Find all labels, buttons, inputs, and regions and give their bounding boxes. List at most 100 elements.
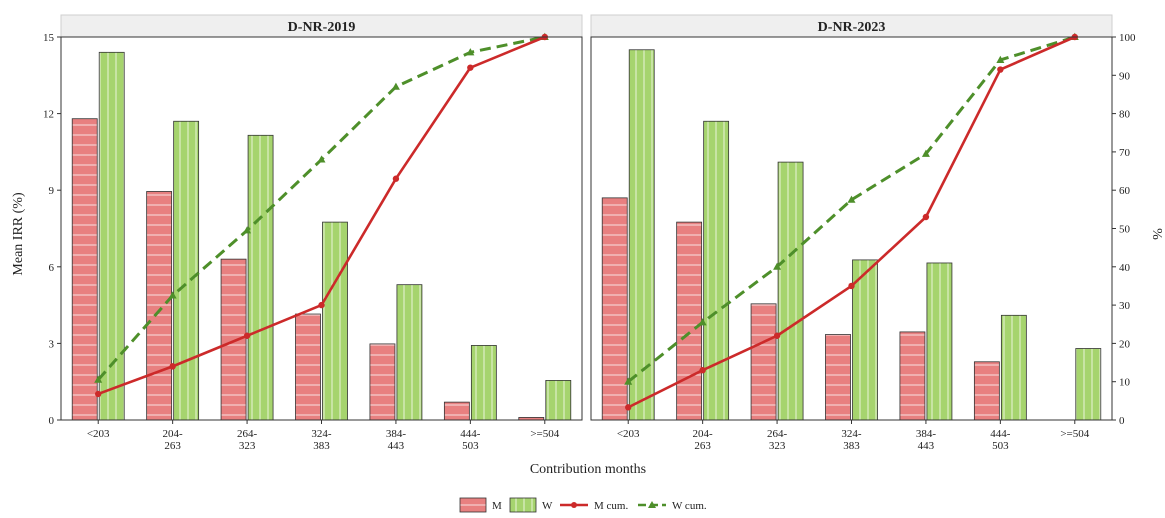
bar-w bbox=[396, 284, 423, 421]
y-tick-label: 0 bbox=[49, 415, 55, 427]
y2-tick-label: 0 bbox=[1119, 415, 1125, 427]
bar-w bbox=[1075, 348, 1102, 421]
w-cum-point bbox=[996, 55, 1005, 63]
w-cum-point bbox=[243, 226, 252, 234]
panel-2: D-NR-2023 <203 204-263 264-323 324-383 384-44… bbox=[590, 14, 1136, 452]
y2-tick-label: 50 bbox=[1119, 224, 1131, 236]
legend-swatch-w bbox=[509, 497, 537, 513]
m-cum-point bbox=[625, 404, 632, 411]
y-tick-label: 3 bbox=[49, 338, 55, 350]
legend: M W M cum. W cum. bbox=[459, 497, 707, 513]
y2-tick-label: 10 bbox=[1119, 377, 1131, 389]
y2-tick-label: 20 bbox=[1119, 338, 1131, 350]
m-cum-point bbox=[318, 301, 325, 309]
x-tick-label: 264-323 bbox=[767, 428, 788, 452]
bar-w bbox=[173, 120, 200, 421]
y-tick-label: 12 bbox=[43, 109, 54, 121]
bar-m bbox=[676, 221, 703, 421]
x-tick-label: 384-443 bbox=[916, 428, 937, 452]
m-cum-point bbox=[997, 66, 1004, 73]
legend-label-mcum: M cum. bbox=[594, 500, 628, 512]
y-tick-label: 15 bbox=[43, 32, 55, 44]
bar-w bbox=[322, 221, 348, 421]
m-cum-point bbox=[922, 213, 930, 221]
y2-axis-label: % bbox=[1149, 228, 1164, 240]
w-cum-point bbox=[168, 291, 177, 299]
w-cum-point bbox=[698, 318, 707, 326]
panel-title: D-NR-2019 bbox=[288, 20, 356, 35]
bar-w bbox=[628, 49, 655, 421]
w-cum-point bbox=[921, 149, 930, 157]
y2-tick-label: 100 bbox=[1119, 32, 1136, 44]
w-cum-point bbox=[847, 195, 856, 203]
bar-w bbox=[777, 161, 804, 421]
bar-m bbox=[220, 258, 247, 421]
y2-tick-label: 90 bbox=[1119, 70, 1131, 82]
w-cum-point bbox=[466, 48, 475, 56]
w-cum-point bbox=[94, 375, 103, 383]
x-tick-label: <203 bbox=[617, 428, 640, 440]
x-tick-label: 324-383 bbox=[311, 428, 332, 452]
bar-m bbox=[750, 303, 777, 421]
bar-w bbox=[703, 120, 730, 421]
x-tick-label: >=504 bbox=[1060, 428, 1089, 440]
panel-1: D-NR-2019 <203 204-263 264-323 324-383 384-44… bbox=[43, 14, 583, 452]
legend-label-w: W bbox=[542, 500, 553, 512]
m-cum-point bbox=[243, 332, 251, 339]
y2-tick-label: 80 bbox=[1119, 109, 1131, 121]
legend-label-wcum: W cum. bbox=[672, 500, 707, 512]
panel-frame bbox=[60, 36, 583, 421]
bar-w bbox=[98, 51, 125, 421]
x-axis-label: Contribution months bbox=[530, 462, 646, 477]
m-cum-point bbox=[773, 332, 781, 339]
bar-w bbox=[926, 262, 953, 421]
w-cum-point bbox=[624, 377, 633, 385]
x-tick-label: 324-383 bbox=[841, 428, 862, 452]
chart-panels: D-NR-2019 <203 204-263 264-323 324-383 384-44… bbox=[43, 14, 1136, 452]
y2-tick-label: 40 bbox=[1119, 262, 1131, 274]
y2-tick-label: 60 bbox=[1119, 185, 1131, 197]
bar-w bbox=[1000, 314, 1027, 421]
x-tick-label: 204-263 bbox=[163, 428, 184, 452]
w-cum-point bbox=[391, 82, 400, 90]
bar-w bbox=[852, 259, 878, 421]
w-cum-point bbox=[773, 262, 782, 270]
panel-title: D-NR-2023 bbox=[818, 20, 886, 35]
y-tick-label: 9 bbox=[49, 185, 55, 197]
m-cum-point bbox=[392, 175, 400, 182]
x-tick-label: 444-503 bbox=[990, 428, 1011, 452]
bar-m bbox=[369, 343, 396, 421]
y2-tick-label: 70 bbox=[1119, 147, 1131, 159]
w-cum-point bbox=[317, 155, 326, 163]
y-tick-label: 6 bbox=[49, 262, 55, 274]
bar-m bbox=[973, 361, 1000, 421]
panel-frame bbox=[590, 36, 1113, 421]
legend-label-m: M bbox=[492, 500, 502, 512]
y2-tick-label: 30 bbox=[1119, 300, 1131, 312]
x-tick-label: 384-443 bbox=[386, 428, 407, 452]
bar-m bbox=[443, 401, 470, 421]
bar-m bbox=[825, 334, 851, 421]
x-tick-label: 264-323 bbox=[237, 428, 258, 452]
x-tick-label: <203 bbox=[87, 428, 110, 440]
x-tick-label: 444-503 bbox=[460, 428, 481, 452]
m-cum-point bbox=[848, 282, 855, 290]
bar-m bbox=[601, 197, 628, 421]
m-cum-point bbox=[95, 390, 102, 398]
x-tick-label: >=504 bbox=[530, 428, 559, 440]
legend-marker-mcum bbox=[571, 502, 577, 508]
y-axis-label: Mean IRR (%) bbox=[11, 192, 26, 276]
bar-m bbox=[295, 313, 321, 421]
bar-m bbox=[146, 191, 173, 421]
bar-w bbox=[247, 134, 274, 421]
m-cum-point bbox=[169, 363, 176, 370]
bar-w bbox=[470, 345, 497, 421]
bar-m bbox=[899, 331, 926, 421]
bar-w bbox=[545, 380, 572, 421]
m-cum-point bbox=[467, 64, 474, 71]
legend-marker-wcum bbox=[648, 501, 656, 508]
bar-m bbox=[71, 118, 98, 421]
legend-swatch-m bbox=[459, 497, 487, 513]
x-tick-label: 204-263 bbox=[693, 428, 714, 452]
